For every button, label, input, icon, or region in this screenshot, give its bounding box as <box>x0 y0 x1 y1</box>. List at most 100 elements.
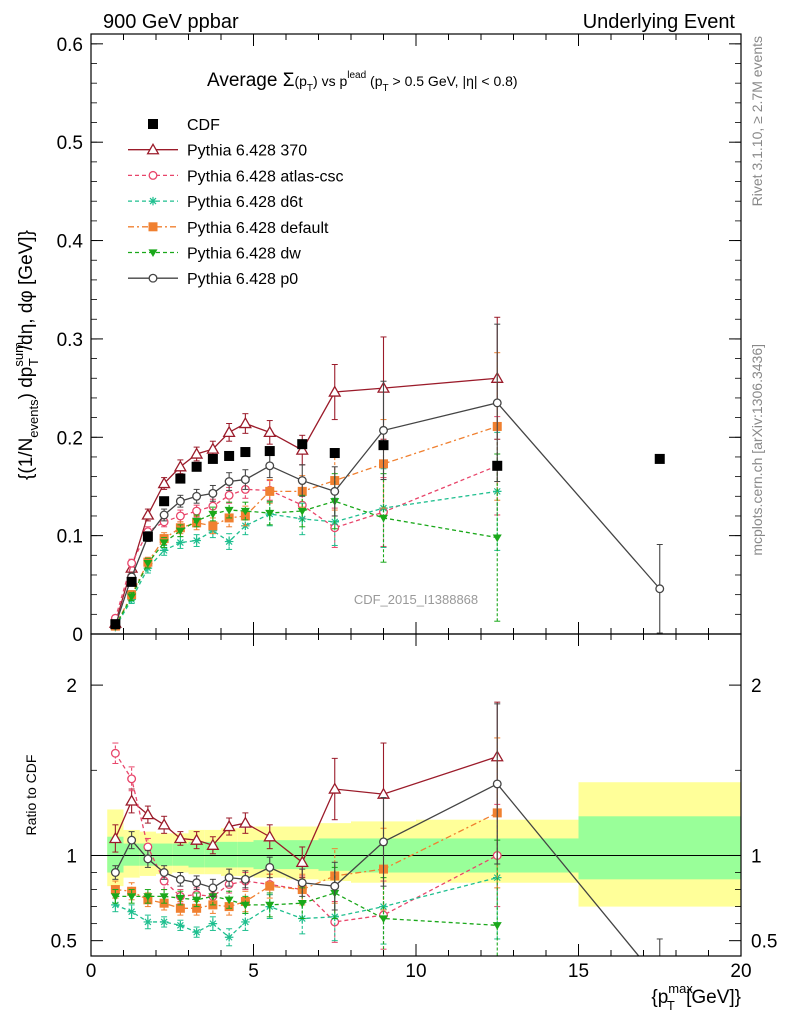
ratio-marker-p370 <box>190 833 204 845</box>
ratio-ytick-label: 0.5 <box>51 932 77 953</box>
ratio-band-inner <box>156 843 173 866</box>
legend-marker-default <box>148 222 158 232</box>
ratio-marker-p0 <box>379 837 388 847</box>
main-ytick-label: 0.3 <box>57 330 83 351</box>
main-ytick-label: 0 <box>72 625 83 646</box>
main-line-default <box>114 425 498 627</box>
main-marker-cdf <box>191 461 202 472</box>
xlabel-sup-max: max <box>668 981 693 996</box>
title-prefix: Average <box>207 70 283 91</box>
ratio-series-dw <box>110 839 502 956</box>
ratio-marker-d6t <box>224 932 234 942</box>
ratio-plot: 0.5 0.51 12 20 5 10 15 20 <box>51 633 777 982</box>
ratio-marker-d6t <box>208 919 218 928</box>
legend-marker-p370 <box>146 142 160 155</box>
main-marker-dw <box>175 527 185 536</box>
ratio-line-dw <box>115 892 498 926</box>
main-marker-p0 <box>208 488 218 498</box>
ratio-marker-p370 <box>141 807 155 820</box>
main-ytick-label: 0.5 <box>57 133 83 154</box>
ratio-marker-dw <box>265 901 275 910</box>
main-marker-p370 <box>328 385 342 397</box>
main-series-cdf <box>110 439 665 630</box>
legend-item-p0: Pythia 6.428 p0 <box>128 271 298 288</box>
title-cuts-sub-t: T <box>383 83 389 94</box>
ratio-marker-dw <box>110 893 120 901</box>
xlabel-a: {p <box>651 987 668 1008</box>
main-marker-d6t <box>192 536 201 545</box>
ratio-marker-p0 <box>192 878 202 888</box>
ylabel-sub-events: events <box>26 399 41 438</box>
main-line-dw <box>114 500 498 627</box>
main-marker-atlas <box>224 490 234 500</box>
main-marker-dw <box>192 517 202 526</box>
header-right: Underlying Event <box>583 11 736 33</box>
main-marker-cdf <box>329 448 340 459</box>
main-marker-atlas <box>127 558 137 568</box>
legend: CDF Pythia 6.428 370 Pythia 6.428 atlas-cs… <box>128 117 344 288</box>
main-marker-cdf <box>142 531 153 542</box>
ratio-marker-dw <box>240 901 250 910</box>
main-marker-cdf <box>492 460 503 471</box>
ratio-marker-d6t <box>176 921 185 930</box>
main-marker-p370 <box>206 442 220 454</box>
legend-label-default: Pythia 6.428 default <box>187 220 329 237</box>
title-paren-close: ) <box>313 73 318 89</box>
ratio-marker-default <box>175 903 185 913</box>
main-marker-default <box>159 534 169 544</box>
ratio-marker-atlas <box>143 842 153 852</box>
ylabel-sup-sum: sum <box>11 342 26 367</box>
ratio-marker-p370 <box>125 794 139 806</box>
main-marker-p370 <box>295 443 309 455</box>
main-marker-p0 <box>192 491 202 501</box>
analysis-watermark: CDF_2015_I1388868 <box>354 592 478 607</box>
main-marker-cdf <box>110 619 121 630</box>
main-marker-d6t <box>176 538 185 547</box>
main-ytick-label: 0.2 <box>57 428 83 449</box>
title-cuts-b: > 0.5 GeV, |η| < 0.8) <box>389 73 518 89</box>
main-marker-cdf <box>240 447 251 458</box>
title-cuts-a: (p <box>366 73 383 89</box>
main-marker-p0 <box>265 461 275 471</box>
main-marker-p0 <box>297 476 307 486</box>
legend-item-default: Pythia 6.428 default <box>128 220 329 237</box>
main-marker-p0 <box>240 475 250 485</box>
ratio-band-inner <box>237 841 254 868</box>
main-marker-cdf <box>207 453 218 464</box>
ratio-marker-p0 <box>492 779 502 789</box>
x-tick-label: 0 <box>86 961 97 982</box>
ratio-marker-d6t <box>143 917 153 927</box>
main-marker-p370 <box>173 460 187 472</box>
main-marker-default <box>208 521 218 531</box>
ylabel-b: ) dp <box>16 367 37 400</box>
main-marker-p0 <box>330 486 340 496</box>
main-marker-dw <box>159 539 169 548</box>
main-ytick-label: 0.6 <box>57 35 83 56</box>
ratio-marker-p0 <box>175 874 185 884</box>
ratio-marker-p370 <box>295 855 309 867</box>
ratio-marker-dw <box>192 896 202 905</box>
ratio-marker-d6t <box>111 900 120 910</box>
x-tick-label: 5 <box>248 961 259 982</box>
main-line-p370 <box>114 377 498 624</box>
ratio-band-inner <box>172 843 189 866</box>
ratio-ytick-label-right: 0.5 <box>751 932 777 953</box>
ratio-marker-default <box>192 903 202 913</box>
ratio-marker-dw <box>143 893 153 901</box>
ratio-marker-dw <box>297 900 307 908</box>
main-marker-cdf <box>264 446 275 457</box>
title-vs: vs p <box>318 73 348 89</box>
main-marker-dw <box>240 507 250 516</box>
main-marker-p0 <box>379 425 388 435</box>
legend-marker-p0 <box>148 273 158 283</box>
ylabel-c: /dη, dφ [GeV]} <box>16 230 37 350</box>
mcplots-label: mcplots.cern.ch [arXiv:1306.3436] <box>749 344 765 556</box>
ratio-marker-dw <box>492 922 502 930</box>
ratio-marker-p370 <box>206 838 220 850</box>
title-sup-lead: lead <box>347 70 366 81</box>
main-marker-cdf <box>378 440 389 451</box>
ratio-marker-p0 <box>143 854 153 864</box>
legend-label-d6t: Pythia 6.428 d6t <box>187 194 303 211</box>
ratio-marker-dw <box>127 893 137 901</box>
